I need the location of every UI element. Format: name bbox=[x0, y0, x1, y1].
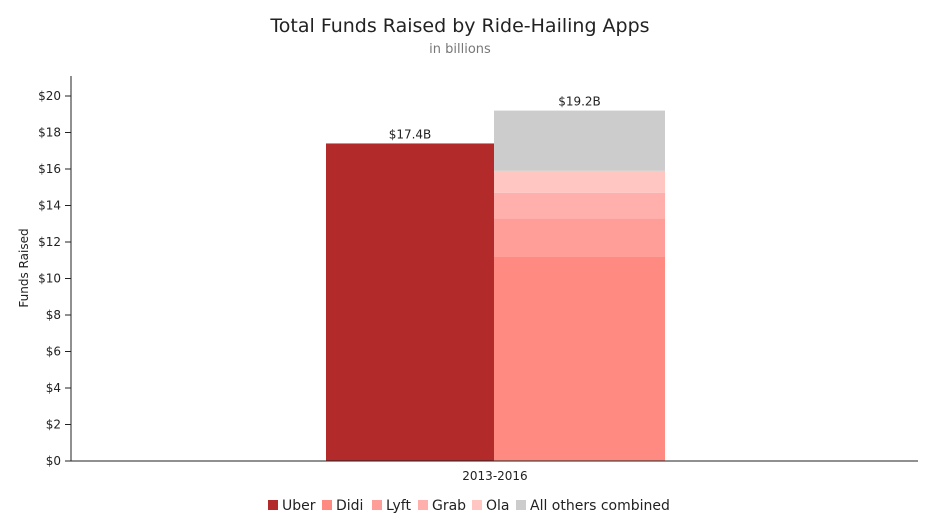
y-axis-title: Funds Raised bbox=[17, 228, 31, 307]
y-tick-label: $20 bbox=[38, 89, 61, 103]
data-labels: $17.4B $19.2B bbox=[389, 95, 601, 142]
y-tick-label: $12 bbox=[38, 235, 61, 249]
legend-label: All others combined bbox=[530, 498, 670, 514]
legend-swatch bbox=[322, 500, 332, 510]
legend-label: Didi bbox=[336, 498, 363, 514]
y-tick-label: $14 bbox=[38, 199, 61, 213]
legend-label: Grab bbox=[432, 498, 466, 514]
bar-segment-grab bbox=[494, 192, 665, 219]
bar-total-label: $17.4B bbox=[389, 127, 432, 141]
legend-swatch bbox=[472, 500, 482, 510]
y-axis: $0 $2 $4 $6 $8 $10 $12 $14 $16 $18 $20 bbox=[38, 89, 71, 468]
y-tick-label: $8 bbox=[46, 308, 61, 322]
y-tick-label: $18 bbox=[38, 126, 61, 140]
y-tick-label: $6 bbox=[46, 345, 61, 359]
legend-swatch bbox=[372, 500, 382, 510]
legend-swatch bbox=[418, 500, 428, 510]
legend: Uber Didi Lyft Grab Ola All others combined bbox=[268, 498, 670, 514]
legend-label: Lyft bbox=[386, 498, 411, 514]
legend-label: Ola bbox=[486, 498, 510, 514]
y-tick-label: $4 bbox=[46, 381, 61, 395]
y-tick-label: $0 bbox=[46, 454, 61, 468]
legend-label: Uber bbox=[282, 498, 316, 514]
y-tick-label: $16 bbox=[38, 162, 61, 176]
chart-title: Total Funds Raised by Ride-Hailing Apps bbox=[269, 15, 649, 37]
bar-segment-lyft bbox=[494, 218, 665, 257]
legend-swatch bbox=[516, 500, 526, 510]
bar-segment-uber bbox=[326, 143, 494, 461]
y-tick-label: $10 bbox=[38, 272, 61, 286]
chart-subtitle: in billions bbox=[429, 42, 491, 57]
y-tick-label: $2 bbox=[46, 418, 61, 432]
x-category-label: 2013-2016 bbox=[462, 469, 527, 483]
bar-segment-all-others-combined bbox=[494, 110, 665, 171]
bar-segment-ola bbox=[494, 170, 665, 193]
bar-total-label: $19.2B bbox=[558, 95, 601, 109]
bars bbox=[326, 110, 665, 461]
legend-swatch bbox=[268, 500, 278, 510]
bar-segment-didi bbox=[494, 256, 665, 461]
